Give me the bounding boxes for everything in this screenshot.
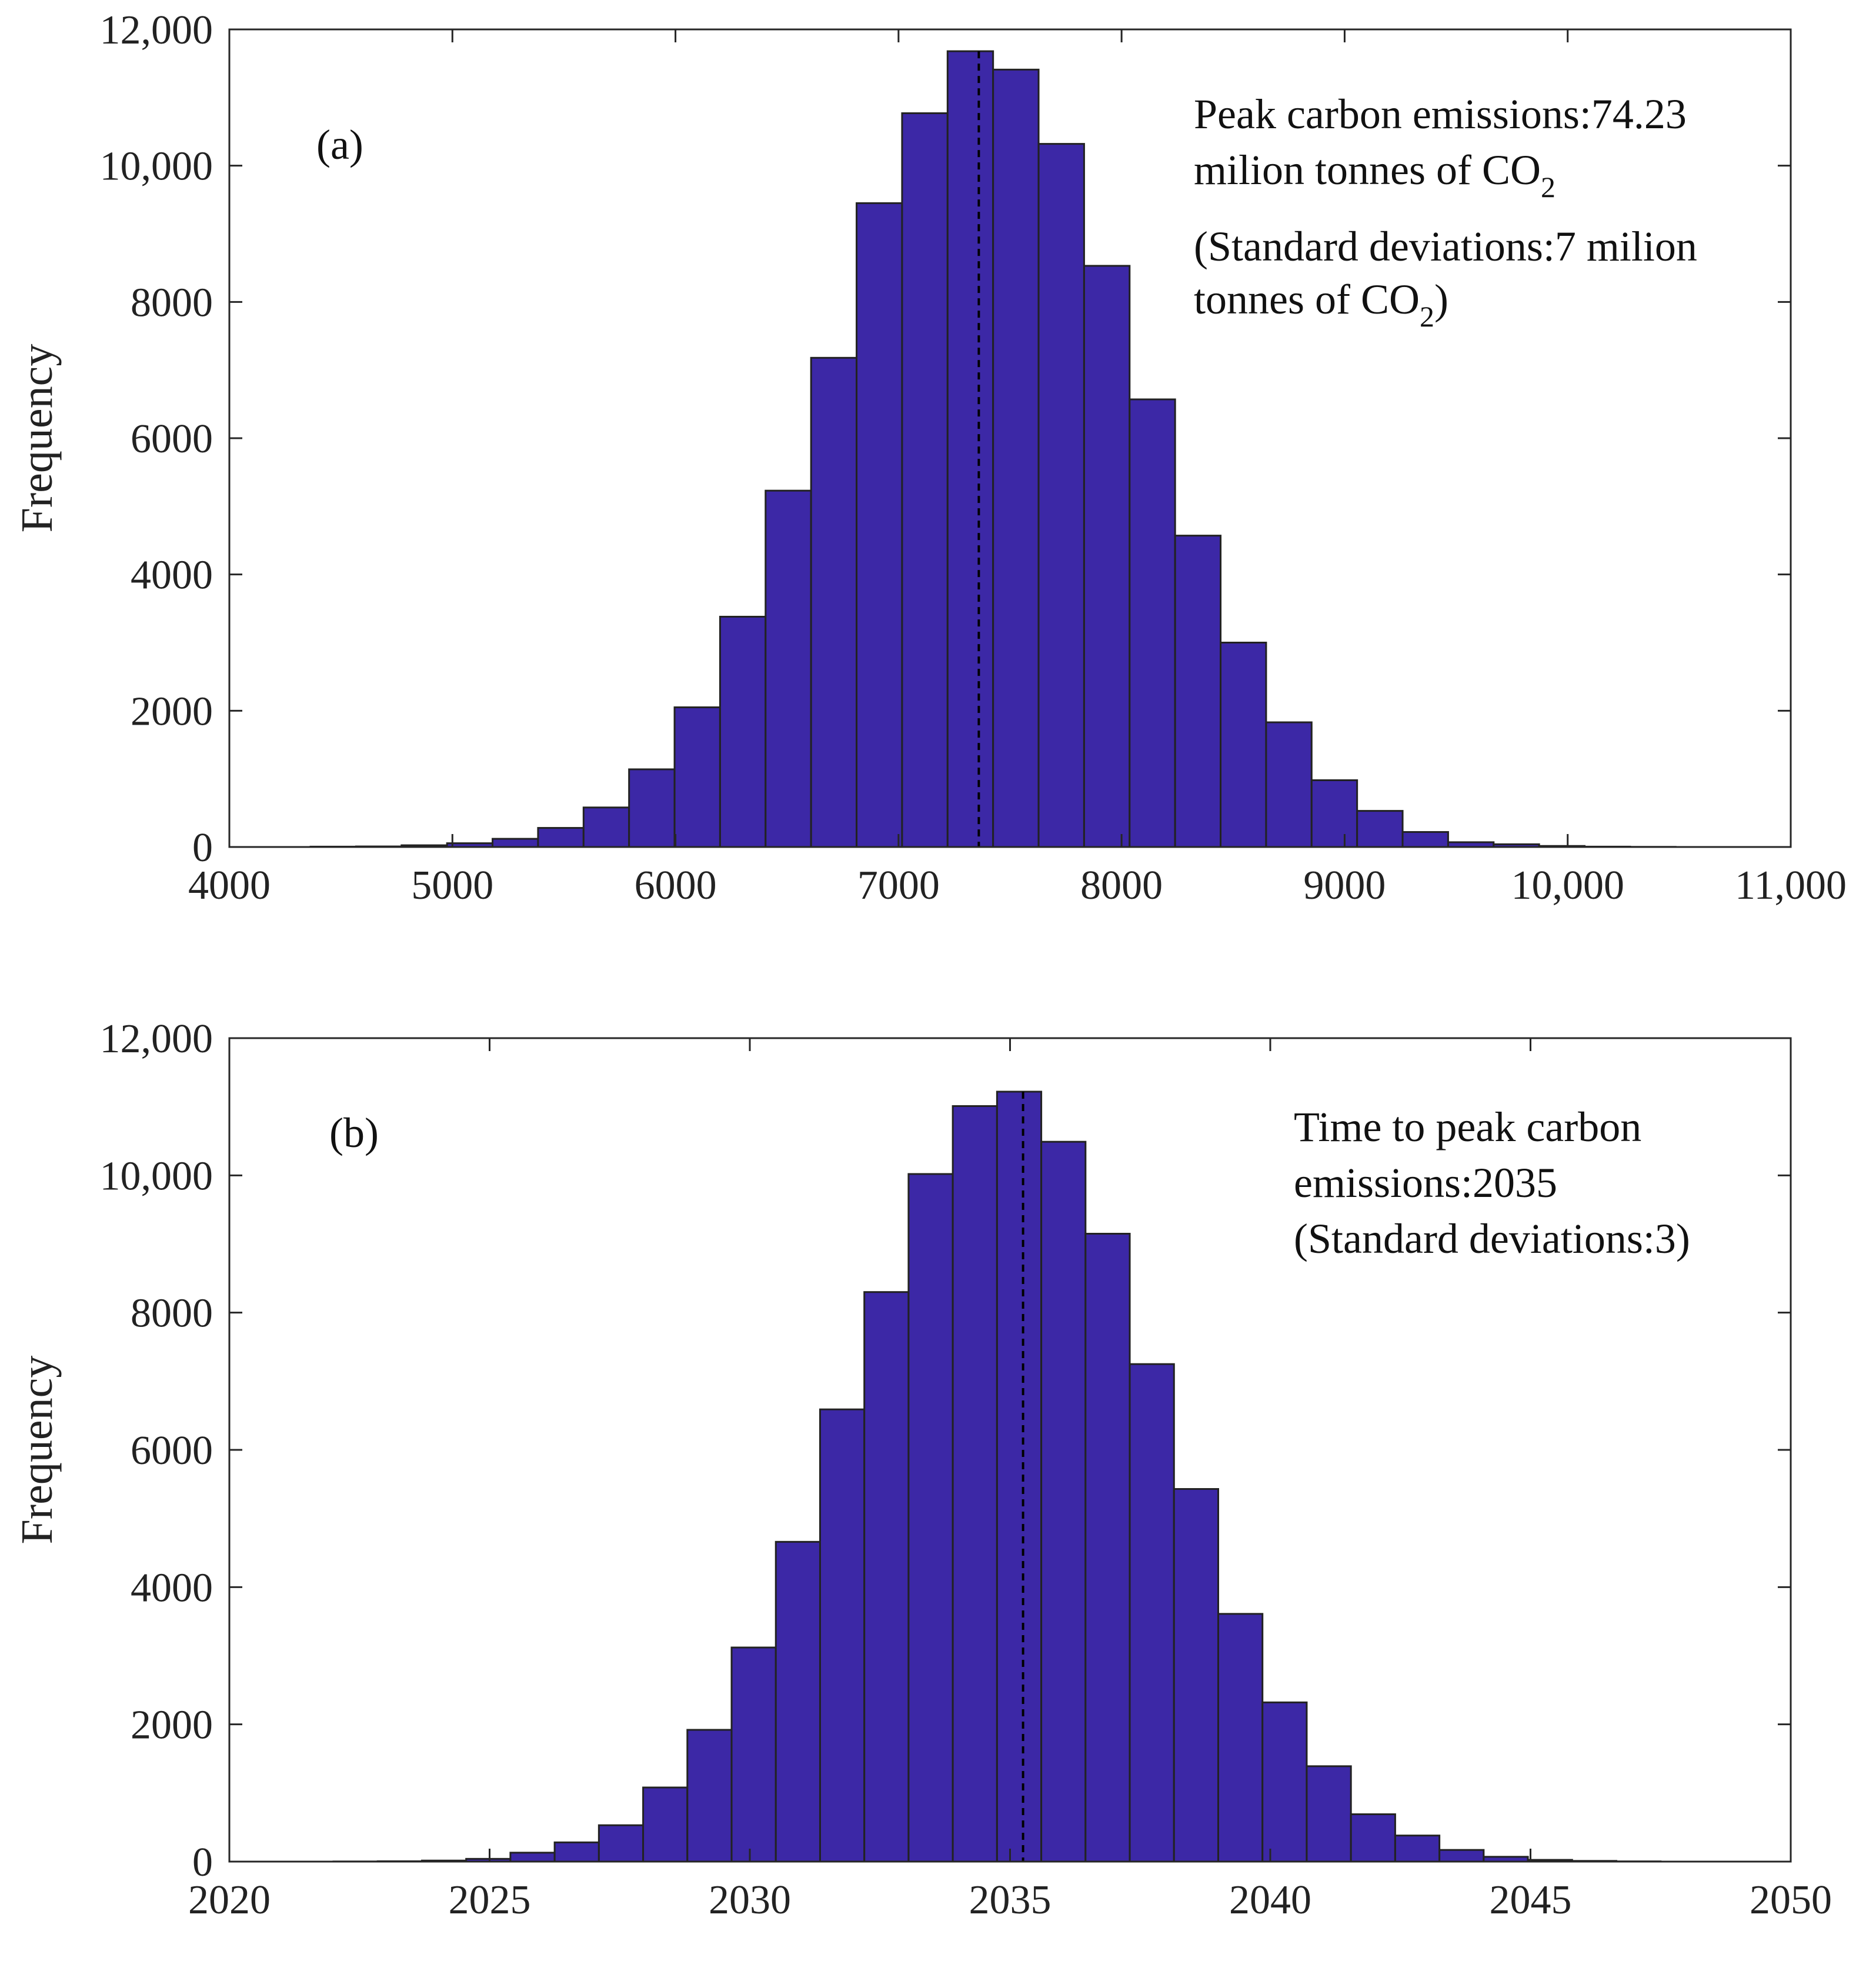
histogram-bar [810,356,858,848]
ticks-a: 4000 5000 6000 7000 8000 9000 10,000 11,000 0 200… [100,8,1847,908]
y-tick-label: 6000 [131,1428,213,1473]
histogram-bar [1129,398,1176,848]
histogram-bar [1438,1849,1485,1863]
annotation-b-line3: (Standard deviations:3) [1294,1215,1690,1262]
histogram-bar [730,1646,777,1863]
y-tick-label: 12,000 [100,1016,213,1062]
histogram-bar [1217,1613,1264,1863]
histogram-bar [582,806,630,848]
y-tick-label: 4000 [131,553,213,598]
histogram-bar [946,50,994,848]
x-tick-label: 2035 [969,1877,1052,1923]
histogram-bar [686,1729,733,1863]
x-tick-label: 2050 [1750,1877,1832,1923]
y-tick-label: 4000 [131,1565,213,1610]
y-tick-label: 0 [192,825,213,871]
y-tick-label: 10,000 [100,1153,213,1199]
x-tick-label: 2040 [1229,1877,1311,1923]
histogram-bar [537,827,585,848]
annotation-a-line2: milion tonnes of CO2 [1194,146,1555,204]
histogram-bar [819,1408,866,1863]
y-axis-label-a: Frequency [12,344,62,533]
histogram-panel-a: 4000 5000 6000 7000 8000 9000 10,000 11,000 0 200… [12,8,1847,908]
x-tick-label: 2030 [709,1877,791,1923]
histogram-bar [1306,1765,1352,1863]
y-axis-label-b: Frequency [12,1356,62,1545]
histogram-bar [1220,642,1267,848]
x-tick-label: 9000 [1303,863,1386,908]
histogram-bar [1356,810,1404,848]
histogram-bar [1173,1488,1220,1863]
histogram-bar [856,202,903,848]
histogram-bar [1037,143,1085,848]
x-tick-label: 4000 [188,863,271,908]
histogram-bar [1394,1835,1441,1863]
y-tick-label: 2000 [131,1703,213,1748]
bars-a [309,50,1677,848]
annotation-a-line3: (Standard deviations:7 milion [1194,223,1697,270]
y-tick-label: 8000 [131,1291,213,1336]
x-tick-label: 11,000 [1735,863,1847,908]
histogram-bar [901,112,949,848]
annotation-a: Peak carbon emissions:74.23 milion tonne… [1194,91,1697,333]
histogram-bar [509,1852,556,1863]
annotation-b-line2: emissions:2035 [1294,1159,1557,1206]
histogram-bar [1350,1813,1396,1863]
histogram-bar [952,1105,998,1863]
ticks-b: 2020 2025 2030 2035 2040 2045 2050 0 2000 4000 600… [100,1016,1832,1923]
x-tick-label: 10,000 [1511,863,1624,908]
histogram-bar [1401,831,1449,848]
annotation-a-line4: tonnes of CO2) [1194,276,1448,333]
histogram-bar [1174,535,1222,848]
histogram-bar [775,1540,821,1863]
histogram-bar [907,1173,954,1863]
histogram-bar [642,1786,689,1863]
x-tick-label: 5000 [411,863,493,908]
y-tick-label: 10,000 [100,144,213,189]
histogram-bar [719,615,767,848]
histogram-bar [1129,1363,1175,1863]
x-tick-label: 6000 [635,863,717,908]
panel-label-a: (a) [316,121,363,168]
x-tick-label: 8000 [1080,863,1163,908]
histogram-bar [1310,779,1358,848]
histogram-bar [553,1841,600,1863]
x-tick-label: 2020 [188,1877,271,1923]
annotation-b-line1: Time to peak carbon [1294,1103,1641,1150]
x-tick-label: 2025 [449,1877,531,1923]
histogram-bar [1084,1233,1131,1863]
y-tick-label: 8000 [131,280,213,325]
x-tick-label: 2045 [1490,1877,1572,1923]
y-tick-label: 0 [192,1840,213,1885]
histogram-bar [628,768,676,848]
panel-label-b: (b) [329,1109,379,1156]
histogram-bar [996,1090,1043,1863]
histogram-bar [673,706,721,848]
histogram-bar [992,68,1040,848]
y-tick-label: 2000 [131,689,213,734]
histogram-bar [1261,1701,1308,1863]
histogram-bar [492,838,539,848]
x-tick-label: 7000 [857,863,940,908]
y-tick-label: 6000 [131,416,213,462]
y-tick-label: 12,000 [100,8,213,53]
histogram-bar [765,489,812,848]
histogram-bar [1265,721,1313,848]
annotation-b: Time to peak carbon emissions:2035 (Stan… [1294,1103,1690,1262]
histogram-bar [863,1291,910,1863]
histogram-bar [597,1824,645,1863]
histogram-bar [1083,265,1131,848]
histogram-panel-b: 2020 2025 2030 2035 2040 2045 2050 0 2000 4000 600… [12,1016,1832,1923]
annotation-a-line1: Peak carbon emissions:74.23 [1194,91,1687,138]
histogram-bar [1040,1140,1087,1863]
bars-b [332,1090,1662,1863]
